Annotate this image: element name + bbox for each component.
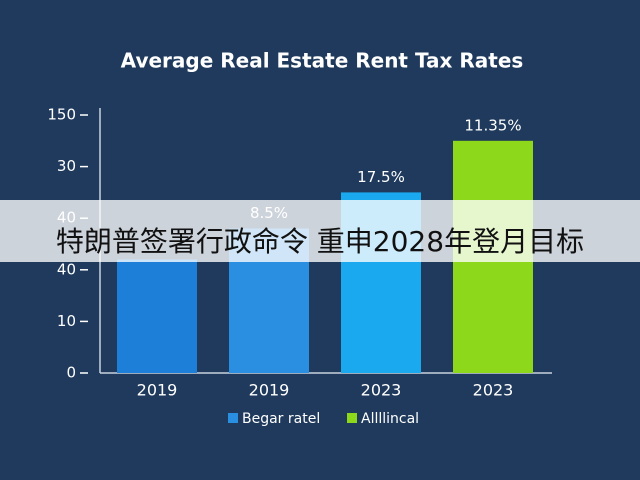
plot: 01040403015020192019202320238.5%17.5%11.… xyxy=(47,106,533,400)
bar-label: 11.35% xyxy=(464,116,521,134)
y-tick-label: 40 xyxy=(57,260,76,278)
bar-label: 17.5% xyxy=(357,168,405,186)
x-tick-label: 2019 xyxy=(249,381,290,400)
y-tick-label: 150 xyxy=(47,106,76,124)
legend-swatch xyxy=(228,413,238,423)
bar xyxy=(117,259,197,373)
y-tick-label: 0 xyxy=(66,364,76,382)
caption-banner xyxy=(0,200,640,262)
chart-title: Average Real Estate Rent Tax Rates xyxy=(121,49,524,73)
legend-label: Begar ratel xyxy=(242,411,320,427)
legend-label: Allllincal xyxy=(361,411,419,427)
legend-swatch xyxy=(347,413,357,423)
x-tick-label: 2023 xyxy=(361,381,402,400)
y-tick-label: 30 xyxy=(57,157,76,175)
y-tick-label: 10 xyxy=(57,312,76,330)
x-tick-label: 2023 xyxy=(473,381,514,400)
x-tick-label: 2019 xyxy=(137,381,178,400)
caption-text: 特朗普签署行政命令 重申2028年登月目标 xyxy=(56,225,584,258)
